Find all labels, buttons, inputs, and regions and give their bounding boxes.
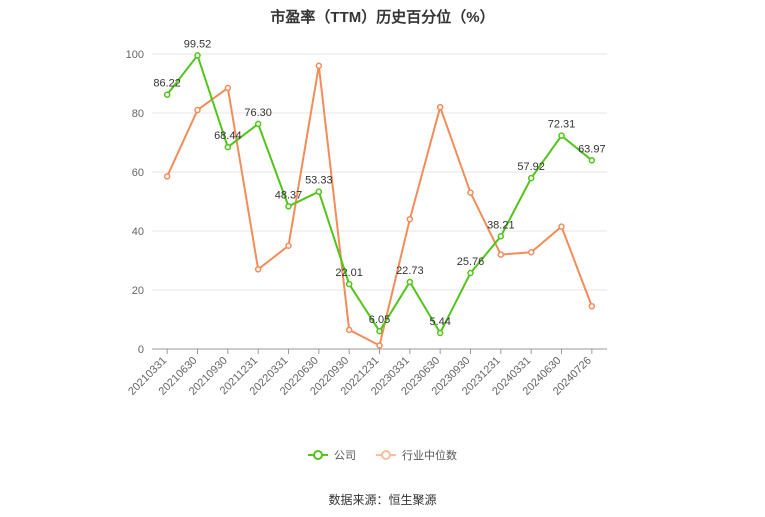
data-point-industry-median <box>163 173 171 180</box>
data-label-company: 6.05 <box>369 314 390 326</box>
data-label-company: 22.01 <box>335 267 363 279</box>
data-label-company: 48.37 <box>275 189 303 201</box>
data-point-company <box>436 329 444 337</box>
y-tick-label: 100 <box>126 49 144 61</box>
data-point-industry-median <box>345 326 353 334</box>
data-point-company <box>224 143 232 151</box>
legend-marker-company <box>308 449 328 461</box>
data-point-industry-median <box>497 251 505 258</box>
data-label-company: 86.22 <box>153 78 181 90</box>
legend-marker-industry-median <box>376 449 396 461</box>
legend-label-industry-median: 行业中位数 <box>402 450 457 462</box>
y-tick-label: 60 <box>132 167 144 179</box>
data-label-company: 72.31 <box>548 119 576 131</box>
data-label-company: 25.76 <box>457 256 485 268</box>
series-line-industry-median <box>166 65 593 347</box>
data-point-company <box>163 91 171 98</box>
data-label-company: 53.33 <box>305 175 333 187</box>
data-point-industry-median <box>527 248 535 256</box>
data-point-company <box>467 269 474 277</box>
data-label-company: 38.21 <box>487 219 515 231</box>
data-point-company <box>285 203 292 210</box>
data-point-industry-median <box>285 242 292 249</box>
data-label-company: 99.52 <box>184 38 212 50</box>
data-point-company <box>315 188 323 195</box>
data-point-industry-median <box>376 342 383 349</box>
y-tick-label: 80 <box>132 108 144 120</box>
axes: 0204060801002021033120210630202109302021… <box>126 49 607 398</box>
source-note: 数据来源：恒生聚源 <box>328 493 437 507</box>
data-label-company: 76.30 <box>244 107 272 119</box>
series-lines <box>163 52 596 349</box>
data-point-company <box>406 278 414 286</box>
data-label-company: 57.92 <box>517 161 545 173</box>
data-point-company <box>194 52 201 59</box>
y-tick-label: 40 <box>132 226 144 238</box>
data-point-company <box>558 132 565 139</box>
data-point-company <box>376 327 383 335</box>
data-point-industry-median <box>588 302 596 310</box>
series-line-company <box>166 53 593 336</box>
data-point-company <box>497 233 505 240</box>
data-label-company: 5.44 <box>429 316 450 328</box>
legend: 公司 行业中位数 <box>0 447 765 463</box>
data-point-company <box>254 120 262 128</box>
data-point-industry-median <box>224 84 232 92</box>
data-point-industry-median <box>558 223 565 230</box>
legend-label-company: 公司 <box>334 450 356 462</box>
data-label-company: 63.97 <box>578 143 606 155</box>
data-label-company: 22.73 <box>396 265 424 277</box>
legend-item-company[interactable]: 公司 <box>308 447 356 463</box>
data-point-industry-median <box>436 103 444 111</box>
legend-item-industry-median[interactable]: 行业中位数 <box>376 447 457 463</box>
data-point-industry-median <box>406 215 414 223</box>
y-tick-label: 0 <box>138 344 144 356</box>
data-point-industry-median <box>467 189 474 196</box>
data-point-company <box>588 157 596 164</box>
data-point-industry-median <box>194 106 201 114</box>
data-point-industry-median <box>254 266 262 273</box>
data-label-company: 68.44 <box>214 130 242 142</box>
grid-lines <box>152 53 607 291</box>
chart-title: 市盈率（TTM）历史百分位（%） <box>270 9 495 26</box>
data-point-company <box>345 280 353 288</box>
data-point-company <box>527 174 535 182</box>
y-tick-label: 20 <box>132 285 144 297</box>
data-point-industry-median <box>315 62 323 70</box>
